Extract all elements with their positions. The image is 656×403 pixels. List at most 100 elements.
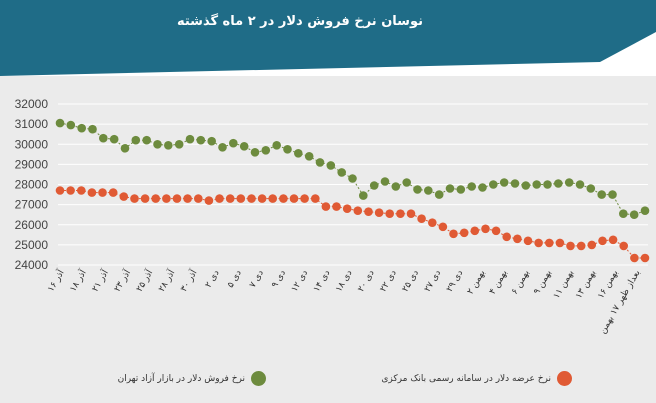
chart-title: نوسان نرخ فروش دلار در ۲ ماه گذشته — [176, 14, 423, 29]
data-point — [510, 179, 520, 188]
data-point — [629, 210, 639, 219]
legend-marker-central-bank — [557, 371, 572, 386]
data-point — [337, 168, 347, 177]
x-tick-label: بعداز ظهر ۱۷ بهمن — [598, 269, 642, 336]
x-tick-label: آذر ۲۱ — [89, 267, 111, 294]
data-point — [225, 194, 235, 203]
x-tick-label: دی ۱۴ — [312, 269, 332, 294]
data-point — [194, 194, 203, 203]
data-point — [172, 194, 182, 203]
data-point — [413, 185, 422, 194]
y-tick-label: 30000 — [15, 137, 49, 151]
data-point — [66, 120, 76, 130]
data-point — [417, 214, 426, 223]
x-tick-label: آذر ۳۰ — [177, 267, 199, 294]
legend-item-central-bank: نرخ عرضه دلار در سامانه رسمی بانک مرکزی — [381, 371, 572, 386]
legend: نرخ فروش دلار در بازار آزاد تهران نرخ عر… — [0, 368, 656, 390]
data-point — [250, 148, 260, 157]
data-point — [564, 178, 574, 187]
data-point — [98, 188, 107, 197]
data-point — [326, 161, 336, 170]
data-point — [491, 226, 501, 236]
data-point — [434, 190, 444, 199]
x-tick-label: بهمن ۴ — [488, 269, 510, 297]
data-point — [489, 180, 498, 189]
x-tick-label: دی ۲۵ — [401, 269, 421, 294]
data-point — [608, 190, 617, 199]
y-tick-label: 29000 — [15, 157, 49, 171]
data-point — [521, 181, 531, 190]
data-point — [576, 241, 586, 251]
data-point — [140, 194, 150, 203]
x-tick-label: آذر ۲۵ — [133, 267, 155, 294]
data-point — [406, 209, 416, 218]
y-tick-label: 28000 — [15, 178, 49, 192]
data-point — [162, 194, 171, 203]
y-tick-label: 32000 — [15, 97, 49, 111]
title-banner-shape — [0, 0, 656, 76]
data-point — [283, 145, 292, 154]
data-point — [257, 194, 267, 203]
data-point — [109, 134, 119, 144]
data-point — [55, 186, 65, 195]
data-point — [374, 208, 384, 217]
data-point — [467, 182, 477, 191]
data-point — [587, 240, 597, 250]
data-point — [130, 194, 139, 203]
data-point — [196, 135, 206, 145]
x-tick-label: دی ۲۷ — [423, 269, 443, 294]
data-point — [131, 135, 141, 145]
data-point — [120, 144, 130, 153]
data-point — [532, 180, 541, 189]
data-point — [364, 207, 373, 216]
data-point — [481, 224, 490, 234]
data-point — [449, 229, 458, 239]
x-tick-label: بهمن ۶ — [510, 269, 532, 297]
data-point — [294, 149, 303, 158]
data-point — [185, 134, 195, 144]
data-point — [513, 234, 522, 244]
data-point — [640, 253, 650, 263]
x-tick-label: آذر ۲۸ — [155, 267, 177, 294]
data-point — [247, 194, 256, 203]
data-point — [304, 152, 314, 161]
x-tick-label: دی ۷ — [248, 269, 266, 290]
data-point — [459, 228, 469, 238]
data-point — [207, 136, 216, 146]
data-point — [545, 238, 554, 248]
data-point — [119, 192, 129, 201]
data-point — [164, 141, 173, 150]
y-tick-label: 24000 — [15, 258, 49, 272]
data-point — [369, 181, 379, 190]
data-point — [77, 186, 86, 195]
data-point — [142, 135, 151, 145]
data-point — [229, 138, 238, 148]
data-point — [396, 209, 405, 218]
data-point — [478, 183, 487, 192]
data-point — [353, 206, 363, 215]
y-tick-label: 25000 — [15, 238, 49, 252]
data-point — [619, 209, 628, 218]
data-point — [348, 174, 357, 183]
data-point — [598, 236, 607, 246]
x-tick-label: بهمن ۱۶ — [596, 269, 620, 301]
data-point — [239, 142, 249, 151]
data-point — [218, 143, 227, 152]
data-point — [289, 194, 299, 203]
data-point — [428, 218, 437, 227]
data-point — [502, 232, 512, 242]
data-point — [321, 202, 331, 211]
y-tick-label: 27000 — [15, 198, 49, 212]
legend-label-central-bank: نرخ عرضه دلار در سامانه رسمی بانک مرکزی — [381, 373, 551, 384]
data-point — [272, 141, 282, 150]
data-point — [640, 206, 650, 215]
data-point — [499, 178, 509, 187]
y-tick-label: 31000 — [15, 117, 49, 131]
data-point — [153, 140, 162, 149]
data-point — [183, 194, 192, 203]
data-point — [236, 194, 246, 203]
x-tick-label: دی ۵ — [226, 269, 244, 290]
data-point — [534, 238, 543, 248]
data-point — [88, 124, 97, 134]
